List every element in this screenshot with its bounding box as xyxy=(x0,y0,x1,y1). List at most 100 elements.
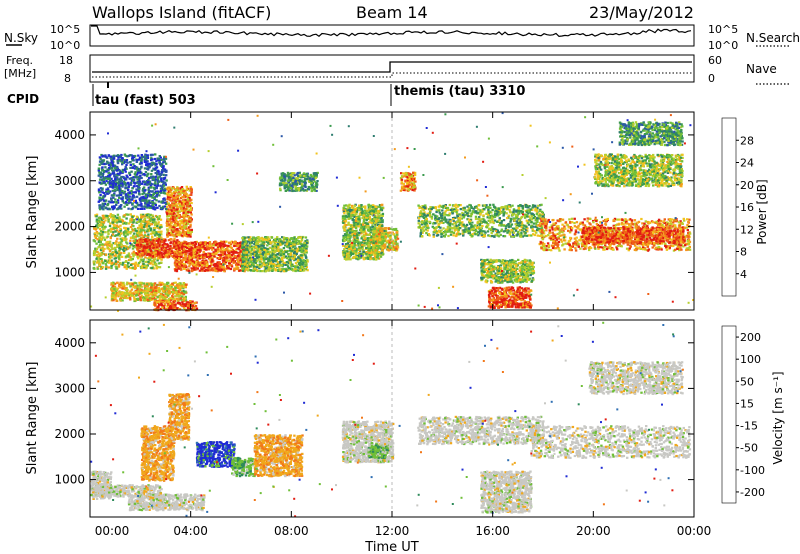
power-echo-cell xyxy=(297,236,300,239)
power-echo-cell xyxy=(156,236,159,240)
power-echo-cell xyxy=(156,259,159,262)
power-echo-cell xyxy=(268,250,272,253)
power-echo-cell xyxy=(98,261,101,264)
power-echo-cell xyxy=(212,263,216,266)
power-echo-cell xyxy=(145,283,149,286)
power-echo-cell xyxy=(149,213,152,216)
power-echo-cell xyxy=(176,233,179,236)
power-echo-cell xyxy=(175,208,178,211)
power-echo-cell xyxy=(171,225,174,228)
power-echo-cell xyxy=(182,214,185,217)
power-echo-cell xyxy=(297,256,300,259)
power-echo-cell xyxy=(270,254,274,257)
power-echo-cell xyxy=(284,177,287,180)
power-echo-cell xyxy=(167,188,170,191)
power-echo-cell xyxy=(119,253,122,256)
power-echo-cell xyxy=(141,220,144,223)
power-echo-cell xyxy=(151,230,154,233)
power-echo-cell xyxy=(98,238,101,241)
power-echo-cell xyxy=(107,266,111,269)
power-echo-cell xyxy=(159,244,163,247)
power-echo-cell xyxy=(123,245,127,248)
power-echo-cell xyxy=(125,217,128,220)
power-echo-cell xyxy=(176,189,179,192)
power-echo-cell xyxy=(93,234,97,237)
power-echo-cell xyxy=(190,218,193,221)
power-echo-cell xyxy=(221,240,224,243)
power-echo-cell xyxy=(108,259,111,262)
power-echo-cell xyxy=(144,256,147,259)
power-echo-cell xyxy=(173,209,176,212)
power-echo-cell xyxy=(287,179,290,182)
power-echo-cell xyxy=(153,224,157,227)
power-echo-cell xyxy=(347,221,350,224)
power-echo-cell xyxy=(115,224,119,227)
power-echo-cell xyxy=(241,265,244,268)
power-echo-cell xyxy=(167,204,171,207)
power-echo-cell xyxy=(227,262,231,265)
power-echo-cell xyxy=(112,224,116,227)
power-echo-cell xyxy=(165,201,169,204)
power-echo-cell xyxy=(112,294,115,297)
power-echo-cell xyxy=(129,266,132,270)
power-echo-cell xyxy=(134,265,137,268)
power-echo-cell xyxy=(119,261,122,265)
beam-title: Beam 14 xyxy=(356,3,428,22)
power-echo-cell xyxy=(234,240,237,243)
power-echo-cell xyxy=(202,241,205,244)
power-echo-cell xyxy=(123,226,126,229)
power-echo-cell xyxy=(184,199,187,202)
power-echo-cell xyxy=(122,238,125,242)
power-echo-cell xyxy=(238,257,241,260)
power-echo-cell xyxy=(154,227,157,230)
power-echo-cell xyxy=(199,242,202,245)
power-echo-cell xyxy=(127,258,131,261)
power-echo-cell xyxy=(109,245,112,248)
power-echo-cell xyxy=(367,226,370,229)
power-echo-cell xyxy=(170,250,173,253)
power-echo-cell xyxy=(116,219,119,222)
power-echo-cell xyxy=(154,243,157,246)
power-echo-cell xyxy=(272,257,275,260)
power-echo-cell xyxy=(165,221,168,224)
power-echo-cell xyxy=(175,205,179,208)
station-title: Wallops Island (fitACF) xyxy=(92,3,271,22)
power-echo-cell xyxy=(132,229,135,232)
power-echo-cell xyxy=(260,257,263,260)
power-echo-cell xyxy=(139,289,142,292)
power-echo-cell xyxy=(147,225,151,228)
power-echo-cell xyxy=(228,264,231,267)
power-echo-cell xyxy=(285,261,289,264)
power-echo-cell xyxy=(126,230,129,233)
power-echo-cell xyxy=(139,265,143,268)
power-echo-cell xyxy=(157,230,160,233)
power-echo-cell xyxy=(159,292,163,296)
power-echo-cell xyxy=(222,245,225,248)
power-echo-cell xyxy=(111,219,114,222)
power-echo-cell xyxy=(156,224,159,228)
power-echo-cell xyxy=(294,183,297,186)
power-echo-cell xyxy=(202,245,205,248)
power-echo-cell xyxy=(160,230,163,233)
power-echo-cell xyxy=(174,190,177,193)
power-echo-cell xyxy=(100,261,104,264)
power-echo-cell xyxy=(137,257,140,260)
power-echo-cell xyxy=(226,248,229,251)
power-echo-cell xyxy=(251,236,255,239)
power-echo-cell xyxy=(156,238,159,241)
power-echo-cell xyxy=(147,298,150,302)
power-echo-cell xyxy=(290,265,293,268)
power-echo-cell xyxy=(219,254,223,257)
power-echo-cell xyxy=(250,258,253,261)
power-echo-cell xyxy=(343,239,346,242)
power-echo-cell xyxy=(262,250,266,254)
power-echo-cell xyxy=(291,172,294,175)
power-echo-cell xyxy=(277,264,280,268)
power-echo-cell xyxy=(176,194,179,197)
power-echo-cell xyxy=(105,266,108,269)
power-echo-cell xyxy=(211,260,214,263)
power-echo-cell xyxy=(140,281,143,285)
power-echo-cell xyxy=(140,215,143,218)
nave-trace xyxy=(92,72,692,78)
power-echo-cell xyxy=(98,228,102,231)
